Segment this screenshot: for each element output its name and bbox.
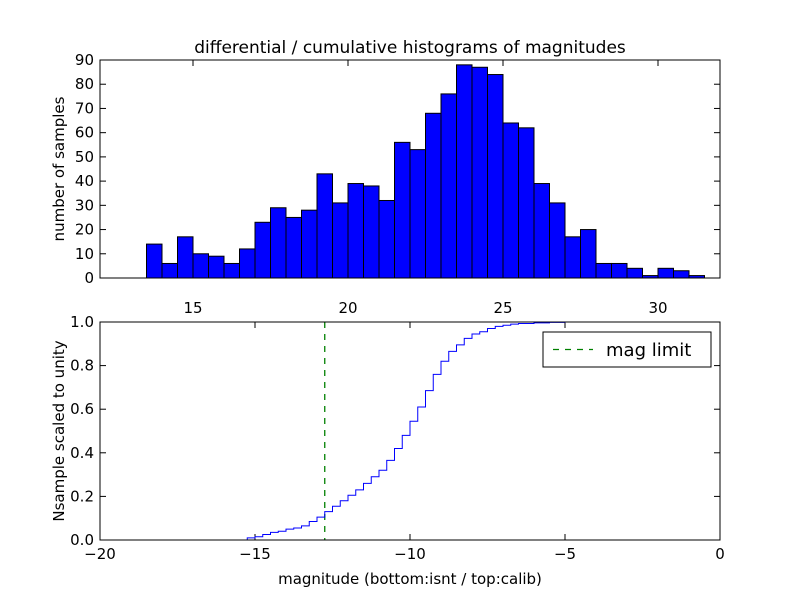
histogram-bar	[440, 93, 457, 279]
cumulative-step-line	[100, 321, 721, 541]
histogram-bar	[316, 173, 333, 279]
histogram-bars	[146, 64, 705, 279]
histogram-bar	[394, 141, 411, 279]
histogram-bar	[673, 270, 690, 279]
bottom-y-axis-label: Nsample scaled to unity	[50, 340, 68, 521]
histogram-bar	[595, 262, 612, 279]
histogram-bar	[239, 248, 256, 279]
histogram-bar	[657, 267, 674, 279]
x-tick-label: 25	[493, 299, 512, 317]
y-tick-label: 90	[75, 51, 94, 69]
differential-histogram-panel: differential / cumulative histograms of …	[50, 38, 721, 317]
y-tick-label: 0.2	[70, 487, 94, 505]
histogram-bar	[270, 207, 287, 279]
y-tick-label: 0.6	[70, 400, 94, 418]
legend-mag-limit-label: mag limit	[606, 340, 691, 361]
histogram-bar	[161, 262, 178, 279]
chart-title: differential / cumulative histograms of …	[194, 38, 626, 58]
bottom-x-axis-ticks: −20 −15 −10 −5 0	[84, 322, 725, 563]
y-tick-label: 20	[75, 221, 94, 239]
x-tick-label: −10	[394, 545, 426, 563]
histogram-bar	[425, 112, 442, 279]
histogram-bar	[332, 202, 349, 279]
histogram-bar	[208, 255, 225, 279]
bottom-axes-frame	[99, 321, 721, 541]
cumulative-series	[100, 321, 721, 541]
histogram-bar	[192, 253, 209, 279]
y-tick-label: 0.8	[70, 357, 94, 375]
x-tick-label: −15	[239, 545, 271, 563]
histogram-bar	[456, 64, 473, 279]
y-tick-label: 10	[75, 245, 94, 263]
y-tick-label: 50	[75, 148, 94, 166]
histogram-bar	[177, 236, 194, 279]
top-y-axis-label: number of samples	[50, 96, 68, 241]
histogram-bar	[580, 229, 597, 279]
histogram-bar	[471, 66, 488, 279]
x-tick-label: 20	[338, 299, 357, 317]
y-tick-label: 60	[75, 124, 94, 142]
histogram-bar	[347, 183, 364, 279]
histogram-bar	[626, 267, 643, 279]
top-axes-frame	[99, 59, 721, 279]
histogram-bar	[285, 216, 302, 279]
histogram-bar	[487, 74, 504, 279]
y-tick-label: 1.0	[70, 313, 94, 331]
x-tick-label: −20	[84, 545, 116, 563]
y-tick-label: 80	[75, 75, 94, 93]
y-tick-label: 0.4	[70, 444, 94, 462]
x-tick-label: −5	[554, 545, 576, 563]
histogram-bar	[611, 262, 628, 279]
y-tick-label: 70	[75, 99, 94, 117]
bottom-y-axis-ticks: 0.0 0.2 0.4 0.6 0.8 1.0	[70, 313, 720, 549]
y-tick-label: 40	[75, 172, 94, 190]
histogram-bar	[378, 199, 395, 279]
top-x-axis-ticks: 15 20 25 30	[183, 60, 668, 317]
histogram-bar	[223, 262, 240, 279]
y-tick-label: 0.0	[70, 531, 94, 549]
legend: mag limit	[542, 331, 712, 368]
top-y-axis-ticks: 0 10 20 30 40 50 60 70 80 90	[75, 51, 720, 287]
histogram-bar	[146, 243, 163, 279]
cumulative-histogram-panel: 0.0 0.2 0.4 0.6 0.8 1.0 −20 −15 −10 −5 0 Nsample …	[50, 313, 725, 588]
x-tick-label: 0	[715, 545, 725, 563]
histogram-bar	[301, 209, 318, 279]
y-tick-label: 0	[84, 269, 94, 287]
histogram-bar	[549, 202, 566, 279]
histogram-bar	[564, 236, 581, 279]
histogram-bar	[533, 183, 550, 279]
histogram-bar	[518, 127, 535, 279]
histogram-bar	[363, 185, 380, 279]
histogram-bar	[409, 149, 426, 279]
histogram-bar	[254, 221, 271, 279]
x-tick-label: 30	[648, 299, 667, 317]
y-tick-label: 30	[75, 196, 94, 214]
histogram-bar	[502, 122, 519, 279]
bottom-x-axis-label: magnitude (bottom:isnt / top:calib)	[278, 570, 542, 588]
x-tick-label: 15	[183, 299, 202, 317]
